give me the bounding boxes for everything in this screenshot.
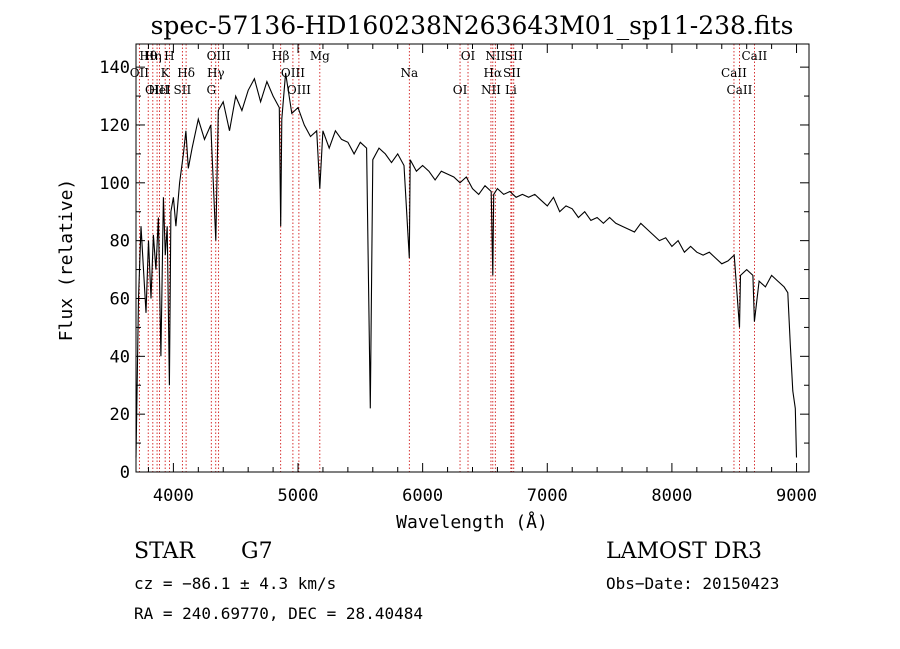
line-label: Hθ bbox=[139, 49, 157, 63]
x-tick-label: 7000 bbox=[527, 486, 568, 506]
line-label: K bbox=[161, 66, 171, 80]
line-label: OIII bbox=[287, 83, 311, 97]
line-label: Hδ bbox=[177, 66, 195, 80]
y-axis-label: Flux (relative) bbox=[56, 179, 77, 342]
plot-frame bbox=[135, 43, 810, 473]
x-tick-label: 5000 bbox=[278, 486, 319, 506]
y-tick-label: 100 bbox=[99, 174, 130, 194]
redshift-velocity: cz = −86.1 ± 4.3 km/s bbox=[134, 574, 337, 593]
y-tick-label: 140 bbox=[99, 58, 130, 78]
line-label: CaII bbox=[741, 49, 767, 63]
observation-date: Obs−Date: 20150423 bbox=[606, 574, 780, 593]
line-label: Hγ bbox=[207, 66, 225, 80]
line-label: OII bbox=[130, 66, 150, 80]
object-class: STAR bbox=[134, 539, 195, 564]
y-tick-label: 20 bbox=[110, 405, 130, 425]
line-label: Hβ bbox=[272, 49, 289, 63]
line-label: SII bbox=[505, 49, 523, 63]
y-tick-label: 0 bbox=[120, 463, 130, 483]
line-label: SII bbox=[503, 66, 521, 80]
line-label: OI bbox=[453, 83, 468, 97]
y-tick-label: 120 bbox=[99, 116, 130, 136]
line-label: OIII bbox=[145, 83, 169, 97]
line-label: Li bbox=[505, 83, 517, 97]
line-label: NII bbox=[481, 83, 501, 97]
line-label: HeI bbox=[148, 83, 171, 97]
line-label: G bbox=[206, 83, 216, 97]
line-label: OI bbox=[461, 49, 476, 63]
line-label: Na bbox=[400, 66, 418, 80]
emission-line-markers bbox=[138, 44, 755, 472]
line-label: Hα bbox=[484, 66, 503, 80]
line-label: OIII bbox=[207, 49, 231, 63]
y-tick-label: 80 bbox=[110, 232, 130, 252]
line-label: Hη bbox=[144, 49, 162, 63]
emission-line-labels: Hθ OII OIII Hη K HeI HHδ SII OIII Hγ G Hβ OIII OIII Mg… bbox=[130, 49, 768, 97]
y-tick-label: 60 bbox=[110, 289, 130, 309]
y-axis: 0 20 40 60 80 100 120 140 bbox=[99, 58, 809, 483]
line-label: SII bbox=[174, 83, 192, 97]
line-label: CaII bbox=[721, 66, 747, 80]
x-axis-label: Wavelength (Å) bbox=[396, 511, 548, 533]
spectrum-line bbox=[135, 72, 798, 458]
spectrum-chart: spec-57136-HD160238N263643M01_sp11-238.f… bbox=[56, 11, 817, 533]
line-label: OIII bbox=[281, 66, 305, 80]
x-tick-label: 8000 bbox=[651, 486, 692, 506]
object-subclass: G7 bbox=[241, 539, 273, 564]
line-label: Mg bbox=[310, 49, 330, 63]
x-axis: 4000 5000 6000 7000 8000 9000 bbox=[147, 44, 817, 506]
survey-name: LAMOST DR3 bbox=[606, 539, 762, 564]
x-tick-label: 9000 bbox=[776, 486, 817, 506]
x-tick-label: 6000 bbox=[402, 486, 443, 506]
line-label: CaII bbox=[727, 83, 753, 97]
coordinates: RA = 240.69770, DEC = 28.40484 bbox=[134, 604, 423, 623]
line-label: NII bbox=[485, 49, 505, 63]
line-label: H bbox=[164, 49, 174, 63]
y-tick-label: 40 bbox=[110, 347, 130, 367]
chart-title: spec-57136-HD160238N263643M01_sp11-238.f… bbox=[151, 11, 794, 40]
x-tick-label: 4000 bbox=[153, 486, 194, 506]
